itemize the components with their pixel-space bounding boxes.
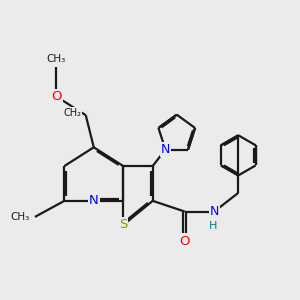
Text: S: S [119,218,128,231]
Text: H: H [209,221,217,231]
Text: O: O [51,90,62,103]
Text: CH₂: CH₂ [63,107,81,118]
Text: N: N [89,194,99,207]
Text: N: N [161,143,170,156]
Text: N: N [210,205,219,218]
Text: CH₃: CH₃ [10,212,29,222]
Text: CH₃: CH₃ [47,54,66,64]
Text: O: O [179,235,190,248]
